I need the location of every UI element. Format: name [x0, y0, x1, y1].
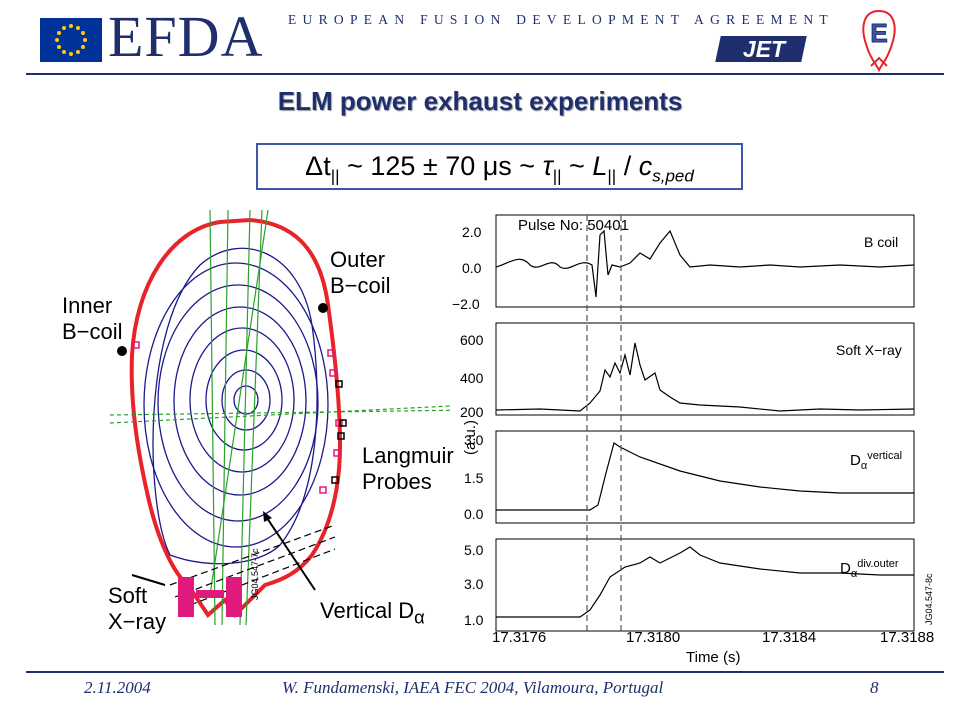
footer-page: 8: [870, 678, 879, 697]
formula-sub-sped: s,ped: [652, 166, 694, 186]
formula-c: c: [638, 151, 653, 181]
formula-sub-par3: ||: [607, 166, 617, 186]
eu-flag-icon: [40, 18, 102, 62]
time-trace-plots: Pulse No: 50401 B coil Soft X−ray Dαvert…: [440, 205, 940, 666]
formula-box: Δt|| ~ 125 ± 70 μs ~ τ|| ~ L|| / cs,ped: [256, 143, 743, 190]
p1-tick-0: 2.0: [462, 224, 482, 240]
efda-logo: EFDA: [108, 4, 264, 69]
formula-tau: τ: [542, 151, 553, 181]
x-tick-2: 17.3184: [762, 629, 817, 646]
vertical-d-alpha: α: [414, 606, 425, 628]
d-alpha-vertical-label: Dαvertical: [850, 450, 903, 472]
footer-date: 2.11.2004: [84, 678, 151, 697]
x-tick-1: 17.3180: [626, 629, 681, 646]
p4-tick-0: 5.0: [464, 542, 484, 558]
p2-tick-1: 400: [460, 370, 484, 386]
panel-d-alpha-vertical: [495, 430, 915, 524]
footer-citation: W. Fundamenski, IAEA FEC 2004, Vilamoura…: [282, 678, 664, 697]
d-alpha-div-outer-label: Dαdiv.outer: [840, 558, 899, 580]
efda-tagline: EUROPEAN FUSION DEVELOPMENT AGREEMENT: [288, 12, 834, 27]
p4-tick-1: 3.0: [464, 576, 484, 592]
e-logo-icon: E: [858, 8, 900, 74]
p4-tick-2: 1.0: [464, 612, 484, 628]
p3-tick-2: 0.0: [464, 506, 484, 522]
plot-code: JG04.547-8c: [924, 573, 934, 625]
formula-tilde: ~: [561, 151, 593, 181]
formula-mid: ~ 125 ± 70 μs ~: [339, 151, 543, 181]
p1-tick-1: 0.0: [462, 260, 482, 276]
soft-xray-label: Soft X−ray: [108, 583, 167, 634]
e-logo-letter: E: [870, 18, 887, 48]
pulse-label: Pulse No: 50401: [518, 217, 629, 234]
formula-L: L: [592, 151, 608, 181]
panel-soft-xray: [495, 322, 915, 416]
slide-title: ELM power exhaust experiments: [277, 86, 683, 116]
formula-sub-par2: ||: [552, 166, 562, 186]
vessel-wall: [129, 217, 343, 619]
formula-slash: /: [616, 151, 639, 181]
x-tick-3: 17.3188: [880, 629, 935, 646]
p2-tick-0: 600: [460, 332, 484, 348]
inner-b-coil-label: Inner B−coil: [62, 293, 123, 344]
p1-tick-2: −2.0: [452, 296, 480, 312]
x-tick-0: 17.3176: [492, 629, 547, 646]
vertical-d-label: Vertical Dα: [320, 598, 425, 628]
p2-tick-2: 200: [460, 404, 484, 420]
outer-b-coil-label: Outer B−coil: [330, 247, 391, 298]
footer-divider: [26, 671, 944, 673]
soft-xray-series-label: Soft X−ray: [836, 342, 902, 358]
panel-d-alpha-div-outer: [495, 538, 915, 632]
panel-b-coil: [495, 214, 915, 308]
diagram-code: JG04.547-7c: [250, 548, 260, 600]
tokamak-diagram: Inner B−coil Outer B−coil Langmuir Probes S…: [50, 205, 454, 665]
formula-delta: Δ: [305, 151, 324, 181]
p3-tick-1: 1.5: [464, 470, 484, 486]
jet-logo-text: JET: [742, 36, 786, 62]
p3-tick-0: 3.0: [464, 432, 484, 448]
formula-t: t: [323, 151, 331, 181]
langmuir-probes-label: Langmuir Probes: [362, 443, 454, 494]
header-divider: [26, 73, 944, 75]
xlabel-time: Time (s): [686, 649, 741, 666]
formula-sub-par: ||: [330, 166, 340, 186]
b-coil-label: B coil: [864, 234, 899, 250]
